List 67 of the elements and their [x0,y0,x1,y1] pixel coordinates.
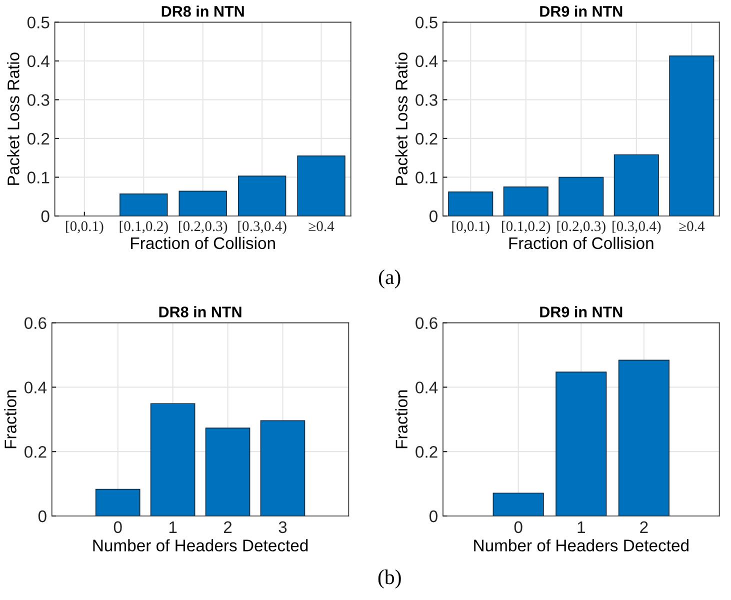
x-tick-label: ≥0.4 [679,221,705,232]
y-tick-label: 0.2 [24,446,46,458]
y-axis-title: Packet Loss Ratio [7,52,20,185]
bar [120,193,168,216]
x-tick-label: [0,0.1) [452,220,490,234]
bar [238,176,286,216]
y-tick-label: 0 [430,510,438,522]
bar [205,428,250,516]
y-tick-label: 0 [38,510,46,522]
y-tick-label: 0 [41,210,50,222]
y-tick-label: 0.1 [27,172,50,184]
x-tick-label: 0 [114,521,122,534]
y-tick-label: 0 [430,210,438,222]
y-tick-label: 0.5 [27,16,50,28]
y-tick-label: 0.2 [416,132,438,145]
y-axis-title: Fraction [395,390,408,448]
bar [556,372,607,516]
x-tick-label: [0.2,0.3) [179,220,228,234]
chart-title: DR9 in NTN [540,306,622,318]
y-tick-label: 0.2 [416,446,438,458]
x-axis-title: Fraction of Collision [131,236,275,250]
chart-title: DR9 in NTN [540,6,622,17]
chart-title: DR8 in NTN [159,306,242,318]
y-tick-label: 0.3 [27,94,50,106]
bar [297,156,346,216]
bar [558,176,604,216]
x-tick-label: [0.3,0.4) [612,220,661,234]
x-tick-label: ≥0.4 [308,221,334,232]
x-axis-title: Fraction of Collision [509,236,654,250]
y-tick-label: 0.5 [416,16,438,28]
x-tick-label: 1 [169,521,177,533]
y-tick-label: 0.4 [27,55,50,68]
y-tick-label: 0.4 [416,382,438,394]
y-tick-label: 0.6 [24,317,46,330]
x-tick-label: [0.3,0.4) [238,220,286,234]
x-tick-label: [0.1,0.2) [502,220,550,234]
x-axis-title: Number of Headers Detected [93,539,308,552]
x-tick-label: 2 [640,521,648,533]
x-axis-title: Number of Headers Detected [474,539,688,552]
x-tick-label: [0.2,0.3) [557,220,606,234]
x-tick-label: [0,0.1) [66,220,104,234]
bar [260,420,306,516]
x-tick-label: 3 [278,521,287,534]
y-tick-label: 0.2 [27,132,50,145]
text: (b) [378,570,401,588]
y-axis-title: Fraction [4,390,16,448]
y-tick-label: 0.4 [24,382,47,394]
bar [150,403,196,516]
y-tick-label: 0.3 [416,94,438,106]
bar [503,186,548,216]
y-tick-label: 0.1 [416,172,438,184]
bar [669,56,714,216]
text: (a) [378,270,400,288]
bar [618,360,670,516]
x-tick-label: 1 [578,521,585,533]
bar [492,492,544,516]
x-tick-label: [0.1,0.2) [120,220,168,234]
bar [95,488,140,516]
x-tick-label: 0 [514,521,522,534]
bar [178,190,227,216]
bar [448,192,494,216]
y-axis-title: Packet Loss Ratio [395,52,408,185]
y-tick-label: 0.4 [416,55,438,68]
bar [614,154,659,216]
y-tick-label: 0.6 [416,317,438,330]
chart-title: DR8 in NTN [162,6,244,17]
x-tick-label: 2 [224,521,232,533]
